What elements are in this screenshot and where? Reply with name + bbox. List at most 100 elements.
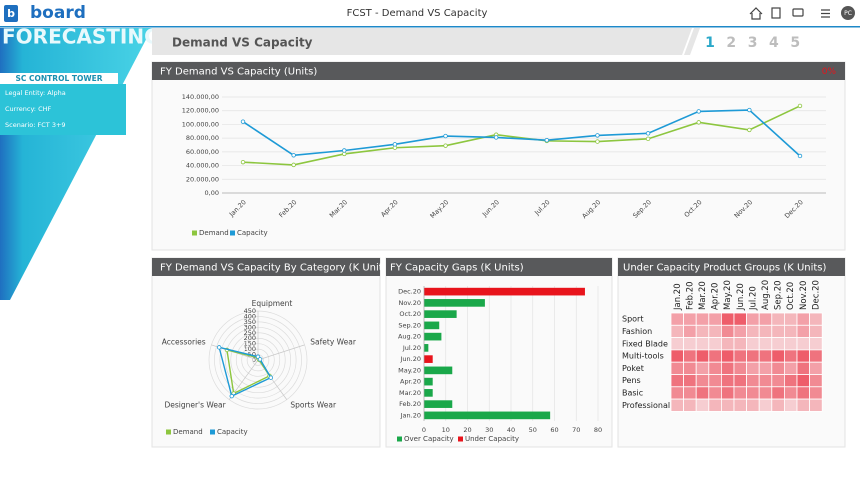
- sidebar-ribbon: [0, 28, 152, 300]
- legend-label: Demand: [173, 428, 203, 436]
- bar: [424, 310, 457, 318]
- column-label: Jul.20: [748, 286, 758, 311]
- panel-header: [152, 258, 380, 276]
- heat-cell: [721, 374, 735, 388]
- heat-cell: [809, 361, 823, 375]
- row-label: Multi-tools: [622, 352, 664, 361]
- bar: [424, 344, 429, 352]
- column-label: Jan.20: [673, 283, 683, 311]
- heat-cell: [721, 324, 735, 338]
- legend-swatch: [192, 230, 197, 236]
- bar: [424, 299, 485, 307]
- heat-cell: [708, 337, 722, 351]
- r-tick-label: 100: [244, 345, 256, 353]
- heat-cell: [733, 374, 748, 388]
- heat-cell: [708, 324, 722, 338]
- point: [595, 139, 600, 144]
- panel-title: Under Capacity Product Groups (K Units): [623, 263, 827, 274]
- heat-cell: [758, 337, 773, 351]
- x-tick-label: 10: [442, 426, 450, 434]
- home-icon[interactable]: [749, 7, 763, 20]
- app-name: FORECASTING: [2, 25, 161, 49]
- menu-icon[interactable]: [821, 9, 830, 18]
- panel: [151, 61, 846, 251]
- heat-cell: [784, 361, 798, 375]
- heat-cell: [758, 312, 773, 326]
- legend-label: Capacity: [237, 229, 268, 237]
- heat-cell: [670, 337, 685, 351]
- heat-cell: [809, 374, 823, 388]
- x-tick-label: 70: [572, 426, 580, 434]
- column-label: May.20: [723, 280, 733, 310]
- section-title: SC CONTROL TOWER: [16, 74, 103, 83]
- y-tick-label: Sep.20: [398, 321, 421, 329]
- legend-swatch: [210, 429, 215, 435]
- y-tick-label: 20.000,00: [186, 175, 219, 183]
- heat-cell: [695, 312, 710, 326]
- heat-cell: [683, 374, 697, 388]
- x-tick-label: 20: [463, 426, 471, 434]
- heat-cell: [758, 361, 773, 375]
- column-label: Sep.20: [774, 280, 784, 310]
- heat-cell: [758, 374, 773, 388]
- app-title: FCST - Demand VS Capacity: [347, 8, 488, 19]
- heat-cell: [746, 398, 760, 412]
- row-label: Basic: [622, 388, 643, 397]
- r-tick-label: 200: [244, 334, 256, 342]
- r-tick-label: 400: [244, 312, 256, 320]
- y-tick-label: Feb.20: [399, 400, 421, 408]
- heat-cell: [683, 386, 697, 400]
- heat-cell: [771, 374, 785, 388]
- bar: [424, 332, 442, 341]
- heat-cell: [670, 386, 685, 400]
- y-tick-label: Aug.20: [398, 333, 421, 341]
- export-icon[interactable]: [771, 7, 781, 19]
- heat-cell: [796, 386, 811, 400]
- point: [747, 127, 752, 133]
- page-title: Demand VS Capacity: [172, 36, 313, 50]
- x-tick-label: 60: [550, 426, 558, 434]
- column-label: Feb.20: [685, 281, 695, 310]
- heat-cell: [758, 349, 773, 363]
- heat-cell: [683, 312, 697, 326]
- point: [797, 153, 803, 159]
- column-label: Dec.20: [811, 280, 821, 310]
- logo: board: [30, 3, 86, 23]
- legend-label: Over Capacity: [404, 435, 454, 443]
- heat-cell: [746, 312, 760, 326]
- comment-icon[interactable]: [792, 8, 804, 17]
- heat-cell: [746, 349, 760, 363]
- step: 4: [769, 35, 779, 51]
- heat-cell: [670, 324, 685, 338]
- heat-cell: [746, 337, 760, 351]
- y-tick-label: Oct.20: [399, 310, 421, 318]
- bar: [424, 321, 440, 330]
- point: [268, 375, 274, 380]
- heat-cell: [695, 337, 710, 351]
- heat-cell: [809, 324, 823, 338]
- point: [443, 143, 448, 148]
- legend-swatch: [397, 436, 402, 442]
- heat-cell: [670, 361, 685, 375]
- legend-label: Capacity: [217, 428, 248, 436]
- heat-cell: [771, 312, 785, 326]
- heat-cell: [733, 398, 748, 412]
- filter-item: Currency: CHF: [5, 105, 51, 113]
- point: [747, 107, 752, 113]
- user-avatar[interactable]: [841, 6, 855, 20]
- legend-swatch: [230, 230, 235, 236]
- column-label: Jun.20: [736, 283, 746, 311]
- point: [216, 345, 222, 350]
- category-label: Equipment: [252, 299, 293, 308]
- y-tick-label: 0,00: [205, 189, 219, 197]
- y-tick-label: Jul.20: [402, 344, 421, 352]
- legend-label: Under Capacity: [465, 435, 519, 443]
- heat-cell: [809, 349, 823, 363]
- heat-cell: [784, 398, 798, 412]
- y-tick-label: 140.000,00: [182, 93, 219, 101]
- column-label: Mar.20: [698, 281, 708, 310]
- row-label: Fixed Blade: [622, 339, 668, 348]
- bar: [424, 389, 433, 397]
- row-label: Professional: [622, 401, 670, 410]
